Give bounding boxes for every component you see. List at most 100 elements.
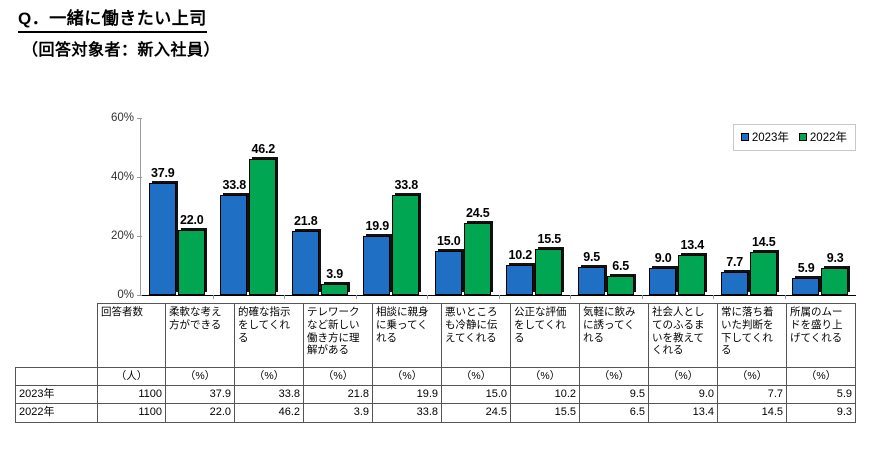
bar-group: 9.5 6.5 (570, 118, 642, 299)
row-label: 2023年 (15, 384, 98, 405)
cell-2022-3: 3.9 (303, 403, 373, 423)
bar-2022年-10: 9.3 (821, 251, 849, 295)
unit-percent: （%） (717, 367, 787, 386)
cell-2023-1: 37.9 (165, 384, 235, 405)
bar-value-label: 3.9 (326, 266, 343, 281)
bar-chart: 0% 20% 40% 60% 37.9 22.0 33.8 46.2 21.8 3.9 19… (0, 108, 870, 303)
bar-2023年-1: 37.9 (148, 166, 176, 295)
bar-2023年-7: 9.5 (577, 250, 605, 295)
bar-2023年-6: 10.2 (506, 248, 534, 295)
y-axis-tick: 40% (111, 171, 142, 183)
bar-2023年-8: 9.0 (649, 251, 677, 295)
bar-2023年-4: 19.9 (363, 219, 391, 295)
column-header-category-7: 気軽に飲みに誘ってくれる (579, 303, 649, 368)
bar-value-label: 15.0 (436, 233, 461, 248)
cell-2022-6: 15.5 (510, 403, 580, 423)
cell-2023-4: 19.9 (372, 384, 442, 405)
unit-percent: （%） (303, 367, 373, 386)
table-corner-cell (16, 304, 98, 368)
cell-2023-7: 9.5 (579, 384, 649, 405)
column-header-category-1: 柔軟な考え方ができる (165, 303, 235, 368)
page-title: Q．一緒に働きたい上司 (18, 8, 207, 34)
column-header-category-10: 所属のムードを盛り上げてくれる (786, 303, 856, 368)
cell-2023-8: 9.0 (648, 384, 718, 405)
bar-value-label: 9.5 (583, 249, 600, 264)
column-header-category-8: 社会人としてのふるまいを教えてくれる (648, 303, 718, 368)
bar-value-label: 6.5 (612, 258, 629, 273)
chart-legend: 2023年 2022年 (732, 124, 856, 151)
bar-value-label: 19.9 (365, 219, 389, 234)
legend-swatch-icon (740, 133, 749, 141)
legend-label: 2022年 (809, 132, 847, 144)
bar-groups: 37.9 22.0 33.8 46.2 21.8 3.9 19.9 33.8 15.0 24.5 1… (141, 118, 857, 299)
cell-2023-9: 7.7 (717, 384, 787, 405)
bar-2023年-2: 33.8 (220, 178, 248, 295)
bar-group: 5.9 9.3 (784, 118, 857, 299)
bar-2022年-2: 46.2 (249, 142, 277, 295)
legend-item-2023: 2023年 (740, 129, 789, 145)
bar-value-label: 33.8 (394, 178, 418, 193)
legend-label: 2023年 (751, 132, 789, 144)
bar-group: 21.8 3.9 (284, 118, 356, 299)
bar-group: 10.2 15.5 (498, 118, 571, 299)
cell-2022-10: 9.3 (786, 403, 856, 423)
bar-value-label: 13.4 (680, 238, 704, 253)
y-axis-tick: 20% (111, 230, 142, 242)
cell-2023-6: 10.2 (510, 384, 580, 405)
respondent-count: 1100 (97, 403, 166, 423)
bar-2022年-8: 13.4 (678, 238, 706, 295)
bar-group: 7.7 14.5 (713, 118, 785, 299)
bar-2022年-7: 6.5 (606, 259, 634, 295)
bar-value-label: 7.7 (726, 255, 743, 270)
row-label: 2022年 (15, 403, 98, 423)
bar-2022年-1: 22.0 (177, 213, 205, 295)
unit-percent: （%） (372, 367, 442, 386)
bar-2022年-3: 3.9 (320, 267, 348, 295)
y-axis-tick: 0% (117, 289, 142, 301)
bar-2023年-10: 5.9 (792, 261, 820, 295)
cell-2022-4: 33.8 (372, 403, 442, 423)
cell-2022-9: 14.5 (717, 403, 787, 423)
bar-2023年-3: 21.8 (291, 214, 319, 295)
cell-2023-5: 15.0 (441, 384, 511, 405)
bar-value-label: 9.0 (654, 251, 672, 266)
bar-group: 33.8 46.2 (212, 118, 285, 299)
unit-respondents: （人） (97, 367, 166, 386)
bar-value-label: 9.3 (826, 250, 844, 265)
bar-2022年-9: 14.5 (749, 235, 777, 295)
bar-2022年-6: 15.5 (535, 232, 563, 295)
cell-2022-8: 13.4 (648, 403, 718, 423)
cell-2022-2: 46.2 (234, 403, 304, 423)
unit-percent: （%） (165, 367, 235, 386)
unit-percent: （%） (579, 367, 649, 386)
respondent-count: 1100 (97, 384, 166, 405)
bar-2022年-4: 33.8 (392, 178, 420, 295)
column-header-category-9: 常に落ち着いた判断を下してくれる (717, 303, 787, 368)
bar-2023年-5: 15.0 (434, 234, 462, 295)
legend-swatch-icon (798, 133, 807, 141)
bar-value-label: 37.9 (150, 166, 175, 181)
bar-group: 15.0 24.5 (427, 118, 499, 299)
column-header-category-3: テレワークなど新しい働き方に理解がある (303, 303, 373, 368)
title-block: Q．一緒に働きたい上司 （回答対象者：新入社員） (0, 0, 870, 62)
table-row-2023: 2023年 1100 37.9 33.8 21.8 19.9 15.0 10.2 9.5 9.… (15, 384, 856, 405)
data-table: 回答者数 柔軟な考え方ができる 的確な指示をしてくれる テレワークなど新しい働き方に… (15, 303, 856, 423)
bar-2022年-5: 24.5 (463, 206, 491, 295)
column-header-category-4: 相談に親身に乗ってくれる (372, 303, 442, 368)
bar-value-label: 24.5 (465, 205, 490, 220)
cell-2022-1: 22.0 (165, 403, 235, 423)
column-header-category-5: 悪いところも冷静に伝えてくれる (441, 303, 511, 368)
bar-value-label: 15.5 (537, 232, 561, 247)
cell-2022-7: 6.5 (579, 403, 649, 423)
unit-percent: （%） (441, 367, 511, 386)
cell-2023-2: 33.8 (234, 384, 304, 405)
column-header-category-2: 的確な指示をしてくれる (234, 303, 304, 368)
table-header-row: 回答者数 柔軟な考え方ができる 的確な指示をしてくれる テレワークなど新しい働き方に… (16, 303, 856, 368)
unit-percent: （%） (510, 367, 580, 386)
unit-percent: （%） (234, 367, 304, 386)
cell-2023-3: 21.8 (303, 384, 373, 405)
bar-value-label: 14.5 (751, 235, 776, 250)
bar-2023年-9: 7.7 (720, 255, 748, 295)
bar-value-label: 10.2 (508, 247, 532, 262)
bar-value-label: 5.9 (797, 260, 815, 275)
